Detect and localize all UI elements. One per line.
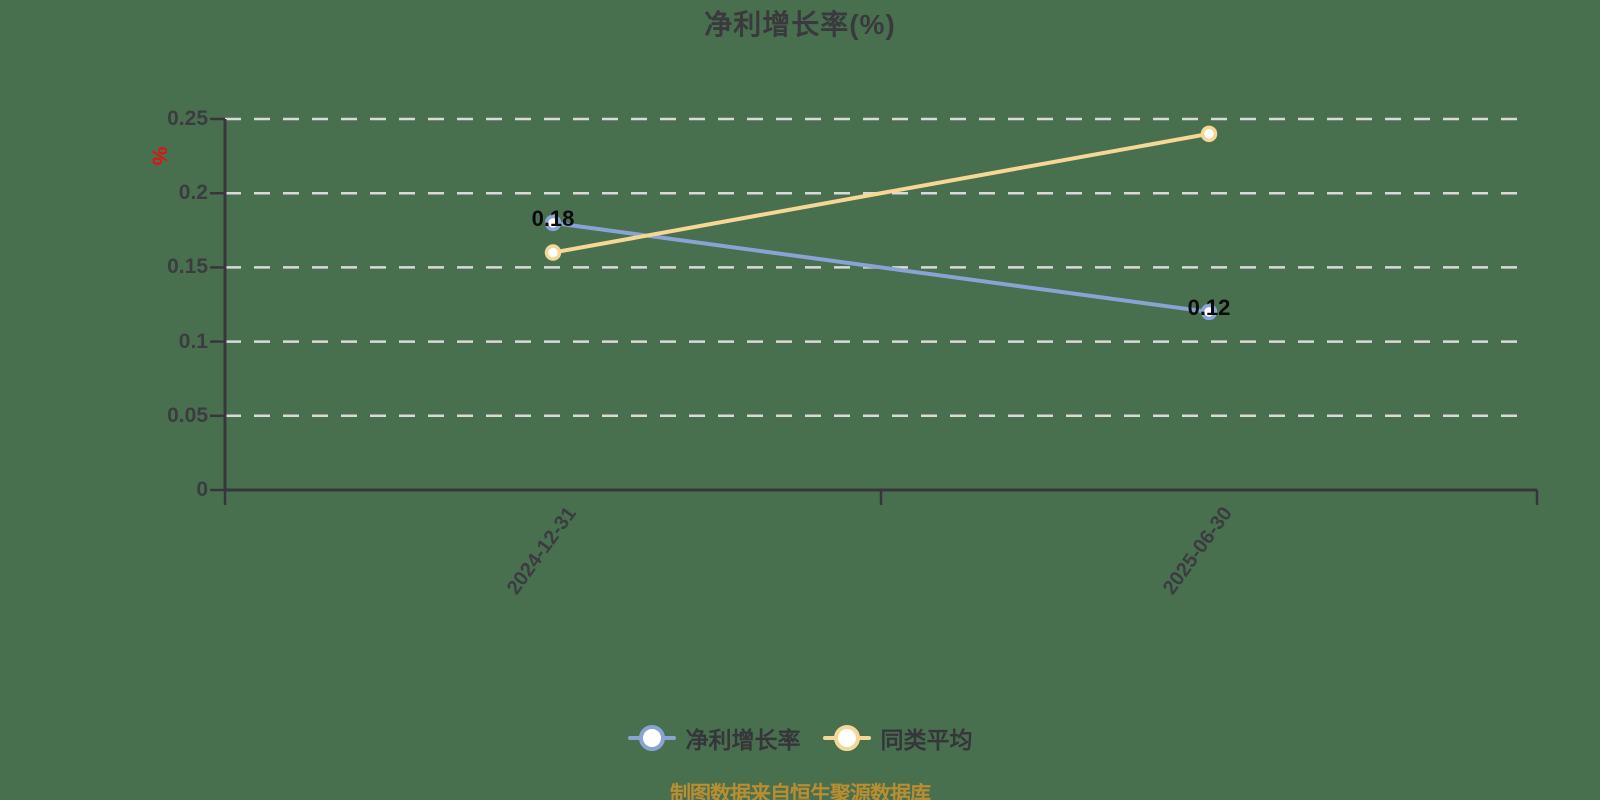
y-axis-tick-label: 0.2 [178, 181, 208, 205]
legend-circle [638, 725, 665, 751]
data-point-value-label: 0.18 [531, 205, 575, 231]
legend-line-circle-icon [627, 724, 676, 752]
y-axis-tick-label: 0 [196, 478, 208, 501]
series-point-0-1 [1200, 303, 1218, 321]
source-note: 制图数据来自恒生聚源数据库 [670, 783, 931, 800]
series-point-1-1 [1200, 125, 1218, 143]
legend-line-circle-icon [822, 724, 871, 752]
legend-item[interactable]: 净利增长率 [627, 721, 801, 755]
series-point-1-0 [544, 244, 562, 261]
y-axis-tick-label: 0.25 [167, 107, 208, 130]
y-axis-tick-label: 0.1 [178, 329, 208, 353]
chart-legend: 净利增长率 同类平均 [0, 721, 1600, 755]
legend-item[interactable]: 同类平均 [822, 721, 973, 755]
series-line-1 [551, 131, 1211, 255]
y-axis-tick-label: 0.05 [167, 403, 208, 427]
legend-circle [833, 725, 860, 751]
series-point-0-0 [544, 214, 562, 232]
legend-label: 同类平均 [880, 727, 973, 753]
y-axis-tick-label: 0.15 [167, 255, 208, 279]
series-line-0 [551, 220, 1211, 314]
legend-label: 净利增长率 [685, 727, 801, 753]
data-point-value-label: 0.12 [1187, 294, 1231, 320]
chart-title: 净利增长率(%) [704, 9, 896, 40]
